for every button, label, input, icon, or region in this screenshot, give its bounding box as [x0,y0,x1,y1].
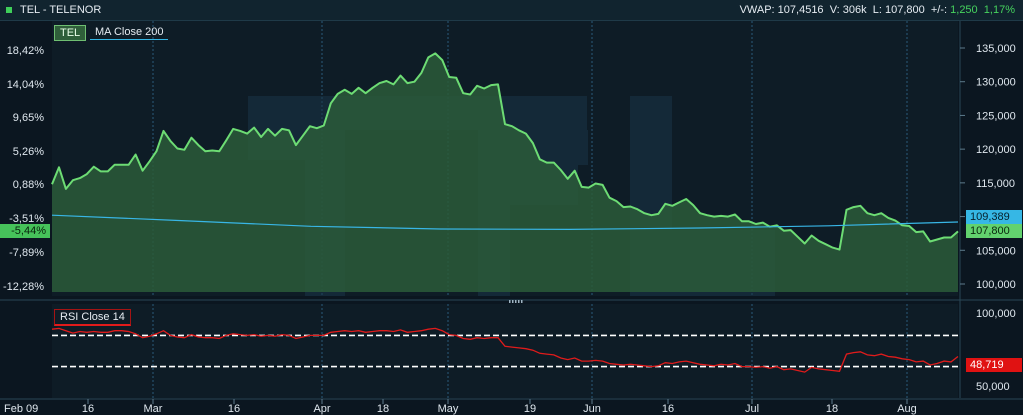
rsi-value-badge: 48,719 [966,358,1022,372]
date-tick-label: Mar [144,403,163,415]
price-tick-label: 125,000 [976,110,1016,122]
price-tick-label: 120,000 [976,144,1016,156]
rsi-panel [52,304,958,398]
percent-tick-label: 9,65% [13,112,44,124]
ma-value-badge: 109,389 [966,210,1022,224]
ma-line [51,214,959,231]
percent-tick-label: 5,26% [13,146,44,158]
date-tick-label: 16 [662,403,674,415]
date-tick-label: 18 [826,403,838,415]
legend-ma-close-200[interactable]: MA Close 200 [90,25,169,40]
price-tick-label: 100,000 [976,279,1016,291]
legend-rsi-close-14[interactable]: RSI Close 14 [54,309,131,326]
price-tick-label: 115,000 [976,178,1015,190]
vwap-label: VWAP: [739,4,775,16]
rsi-tick-label: 100,000 [976,308,1016,320]
price-tick-label: 130,000 [976,77,1016,89]
price-line [51,52,959,251]
panel-resize-handle [518,300,520,303]
change-value: 1,250 [950,4,978,16]
date-tick-label: May [438,403,459,415]
percent-tick-label: -7,89% [9,247,44,259]
percent-tick-label: -12,28% [3,281,44,293]
date-tick-label: 16 [228,403,240,415]
last-value: 107,800 [884,4,925,16]
percent-tick-label: 18,42% [7,45,45,57]
price-tick-label: 135,000 [976,43,1016,55]
close-value-badge: 107,800 [966,224,1022,238]
date-tick-label: Feb 09 [4,403,38,415]
date-tick-label: 18 [377,403,389,415]
panel-resize-handle [509,300,511,303]
percent-tick-label: -3,51% [9,213,44,225]
panel-resize-handle [521,300,523,303]
date-tick-label: Apr [313,403,330,415]
date-tick-label: 16 [82,403,94,415]
date-tick-label: 19 [524,403,536,415]
percent-tick-label: 14,04% [7,79,45,91]
instrument-color-icon [6,7,12,13]
price-area [52,53,958,293]
rsi-line [51,327,959,373]
volume-label: V: [829,4,840,16]
title-bar: TEL - TELENOR VWAP: 107,4516 V: 306k L: … [0,0,1023,21]
date-tick-label: Jun [583,403,601,415]
percent-change-badge: -5,44% [0,224,50,238]
date-tick-label: Jul [745,403,759,415]
volume-value: 306k [842,4,867,16]
date-tick-label: Aug [897,403,917,415]
change-percent: 1,17% [983,4,1015,16]
legend-tel[interactable]: TEL [54,25,87,41]
percent-tick-label: 0,88% [13,179,44,191]
instrument-title: TEL - TELENOR [20,4,102,16]
panel-resize-handle [515,300,517,303]
quote-summary: VWAP: 107,4516 V: 306k L: 107,800 +/-: 1… [740,0,1015,20]
price-tick-label: 105,000 [976,245,1016,257]
rsi-tick-label: 50,000 [976,381,1010,393]
vwap-value: 107,4516 [777,4,824,16]
panel-resize-handle [512,300,514,303]
change-label: +/-: [930,4,948,16]
last-label: L: [872,4,882,16]
